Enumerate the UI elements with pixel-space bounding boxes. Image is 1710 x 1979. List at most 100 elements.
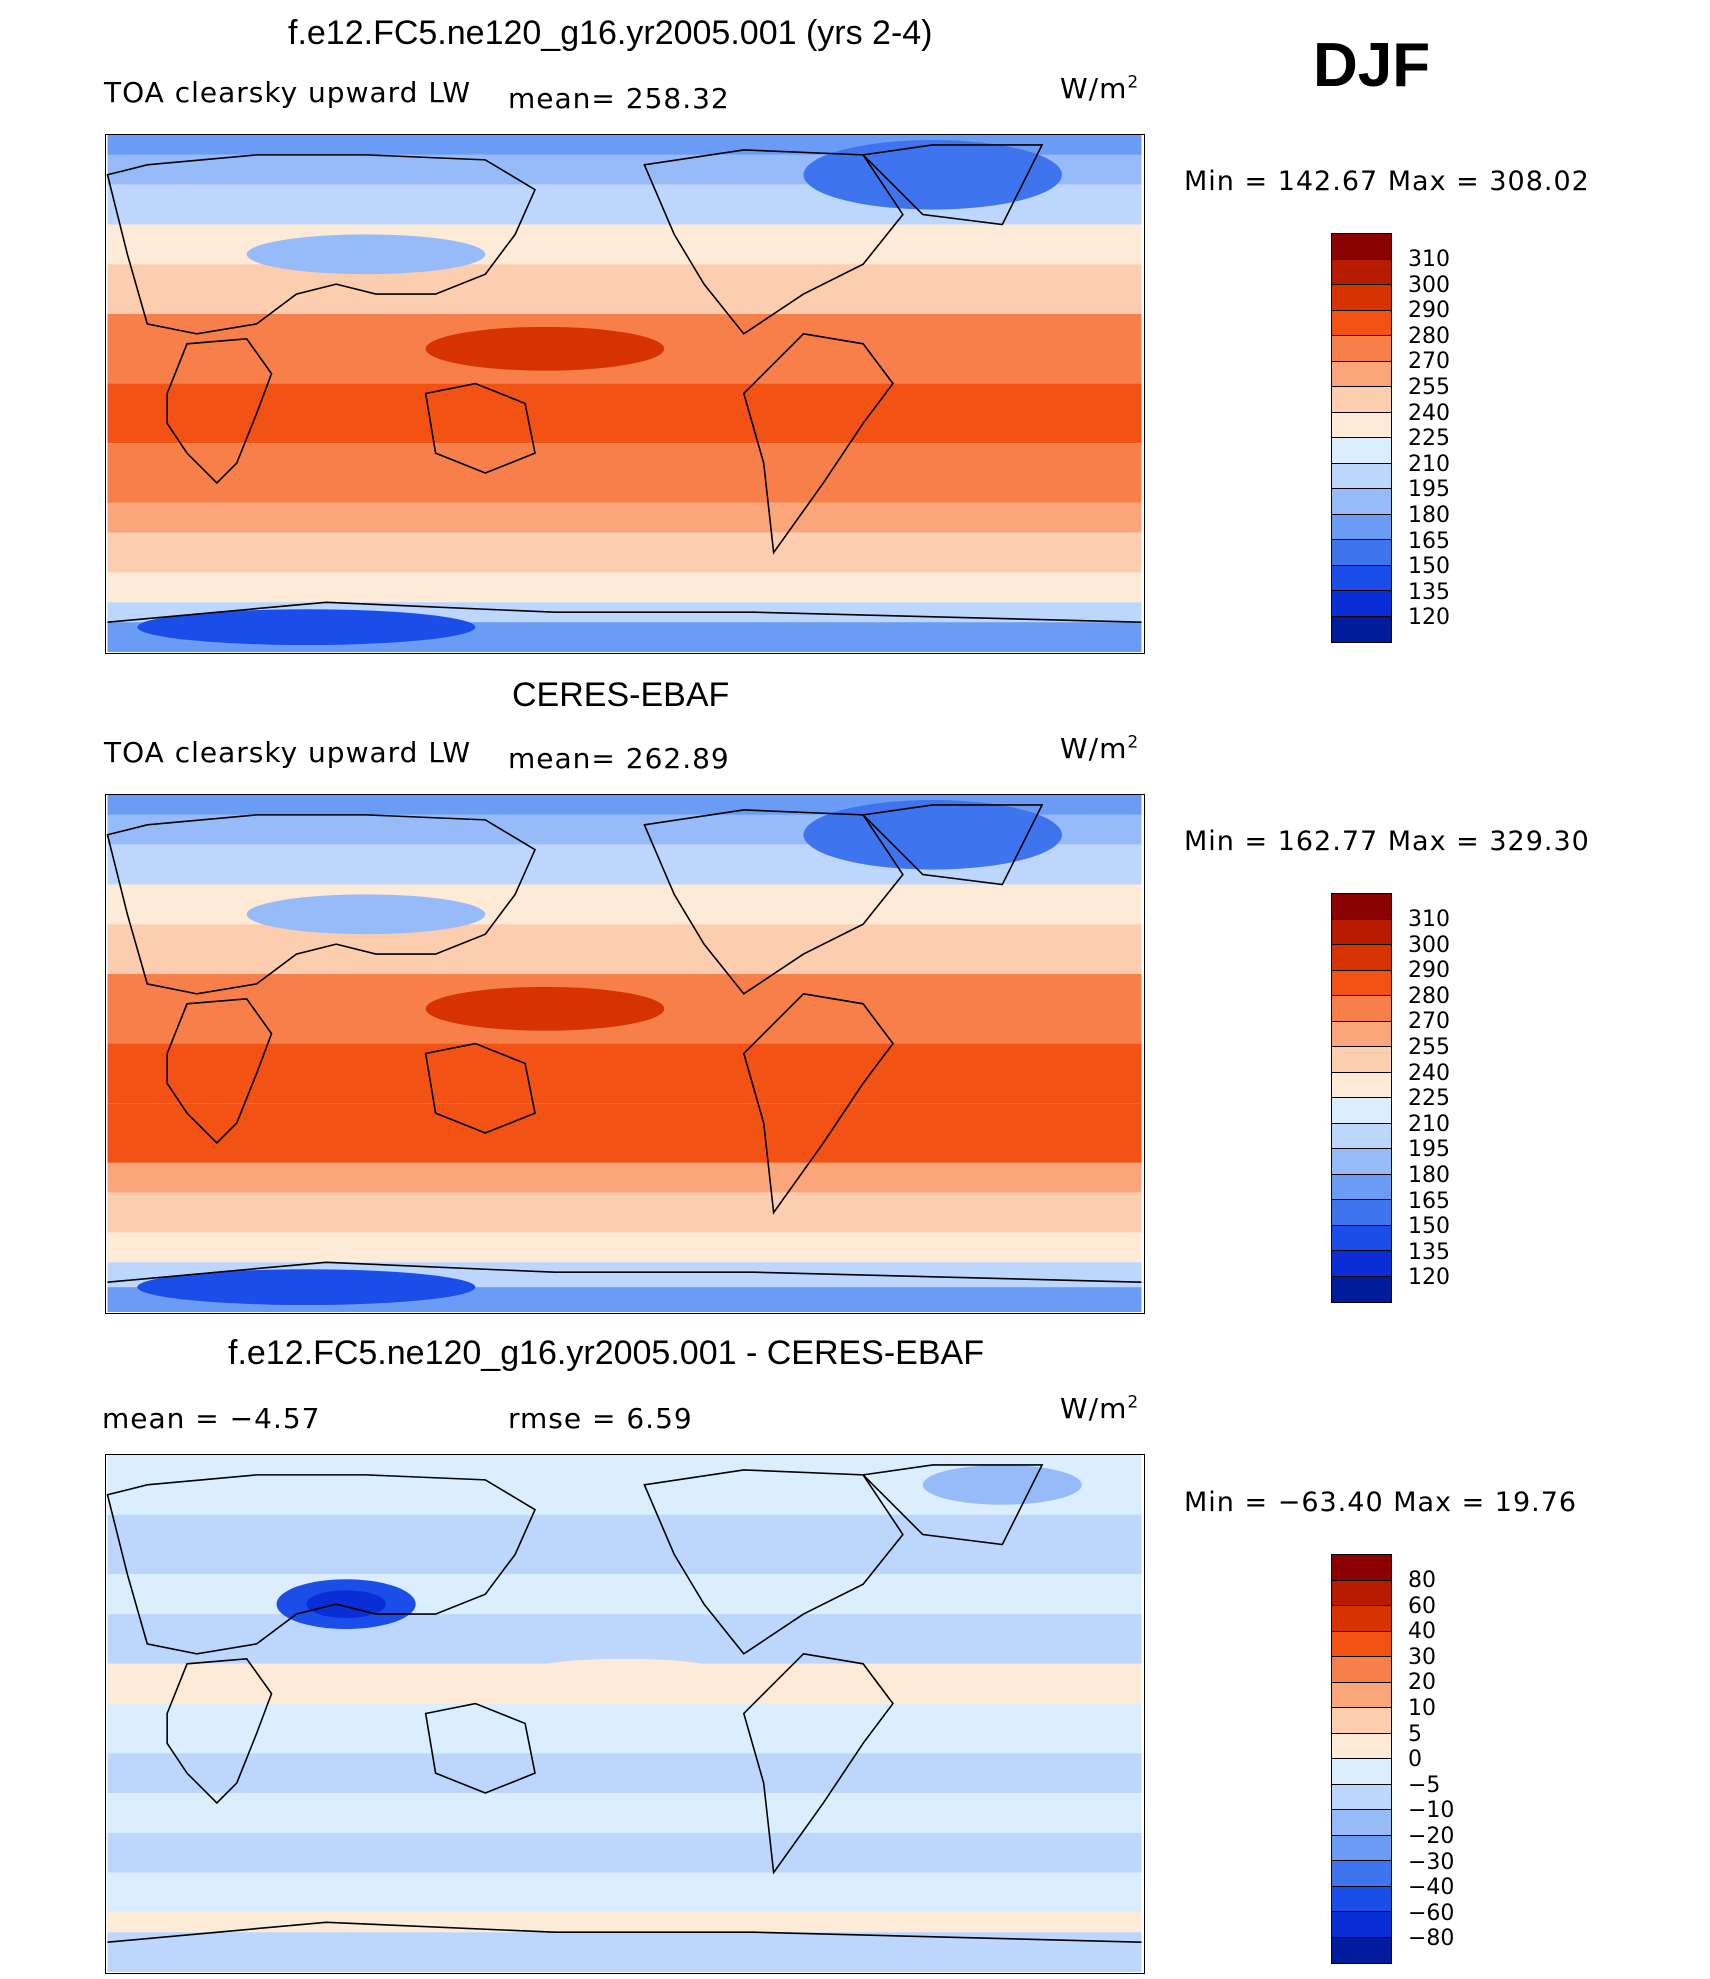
colorbar-tick-label: 80: [1408, 1568, 1436, 1593]
colorbar-swatch: [1332, 565, 1391, 591]
field-band: [107, 264, 1142, 314]
colorbar-swatch: [1332, 894, 1391, 920]
colorbar-swatch: [1332, 1149, 1391, 1175]
colorbar-tick-label: 150: [1408, 554, 1450, 580]
colorbar-tick-label: 150: [1408, 1214, 1450, 1240]
panel-2-title: CERES-EBAF: [512, 676, 730, 714]
panel-1-mean-label: mean= 258.32: [508, 82, 730, 115]
colorbar-swatch: [1332, 1631, 1391, 1657]
colorbar-swatch: [1332, 1606, 1391, 1632]
coastline: [861, 144, 1044, 226]
panel-3-min-max: Min = −63.40 Max = 19.76: [1184, 1487, 1578, 1518]
colorbar-tick-label: 30: [1408, 1644, 1436, 1670]
coastline: [643, 1469, 904, 1655]
colorbar-tick-label: 225: [1408, 1086, 1450, 1112]
field-band: [107, 1753, 1142, 1794]
colorbar-swatch: [1332, 336, 1391, 362]
coastline: [107, 601, 1142, 623]
colorbar-tick-label: 165: [1408, 1188, 1450, 1214]
colorbar-tick-label: 120: [1408, 1265, 1450, 1291]
colorbar-swatch: [1332, 1251, 1391, 1277]
colorbar-swatch: [1332, 387, 1391, 413]
panel-1-title: f.e12.FC5.ne120_g16.yr2005.001 (yrs 2-4): [288, 14, 933, 52]
panel-2-colorbar-labels: 310 300 290 280 270 255 240 225 210 195 180 165 150 1…: [1408, 907, 1450, 1291]
field-band: [107, 1832, 1142, 1873]
greenland-bias: [922, 1464, 1082, 1505]
antarctic-min: [137, 609, 476, 646]
colorbar-swatch: [1332, 540, 1391, 566]
colorbar-swatch: [1332, 361, 1391, 387]
colorbar-swatch: [1332, 1886, 1391, 1912]
colorbar-tick-label: 310: [1408, 247, 1450, 272]
field-band: [107, 572, 1142, 603]
panel-2-map: [105, 794, 1145, 1314]
colorbar-swatch: [1332, 616, 1391, 642]
coastline: [742, 992, 894, 1215]
colorbar-tick-label: 290: [1408, 958, 1450, 984]
colorbar-swatch: [1332, 1937, 1391, 1963]
panel-1-colorbar: [1331, 233, 1392, 643]
coastline: [166, 337, 273, 485]
colorbar-tick-label: 120: [1408, 605, 1450, 631]
colorbar-tick-label: 280: [1408, 323, 1450, 349]
panel-1-colorbar-labels: 310 300 290 280 270 255 240 225 210 195 180 165 150 1…: [1408, 247, 1450, 631]
panel-3-bands: [107, 1455, 1142, 1972]
panel-3-title: f.e12.FC5.ne120_g16.yr2005.001 - CERES-E…: [228, 1334, 984, 1372]
panel-1-bands: [107, 135, 1142, 652]
field-band: [107, 1932, 1142, 1972]
colorbar-tick-label: 135: [1408, 579, 1450, 605]
colorbar-swatch: [1332, 1657, 1391, 1683]
panel-3-mean-label: mean = −4.57: [102, 1402, 321, 1435]
panel-2-colorbar: [1331, 893, 1392, 1303]
coastline: [106, 1474, 537, 1655]
colorbar-swatch: [1332, 1835, 1391, 1861]
warm-pool-max: [425, 326, 665, 371]
warm-pool-max: [425, 986, 665, 1031]
field-band: [107, 1192, 1142, 1233]
colorbar-swatch: [1332, 1555, 1391, 1581]
colorbar-swatch: [1332, 285, 1391, 311]
colorbar-swatch: [1332, 1072, 1391, 1098]
field-band: [107, 1793, 1142, 1833]
colorbar-swatch: [1332, 1276, 1391, 1302]
colorbar-tick-label: 240: [1408, 400, 1450, 426]
colorbar-tick-label: 300: [1408, 932, 1450, 958]
coastline: [861, 1464, 1044, 1546]
panel-2-map-svg: [106, 795, 1142, 1312]
panel-3-map: [105, 1454, 1145, 1974]
colorbar-swatch: [1332, 1682, 1391, 1708]
colorbar-tick-label: 300: [1408, 272, 1450, 298]
colorbar-swatch: [1332, 1200, 1391, 1226]
colorbar-tick-label: 280: [1408, 983, 1450, 1009]
colorbar-tick-label: −80: [1408, 1926, 1455, 1952]
colorbar-swatch: [1332, 259, 1391, 285]
colorbar-swatch: [1332, 514, 1391, 540]
panel-2-mean-label: mean= 262.89: [508, 742, 730, 775]
colorbar-swatch: [1332, 234, 1391, 260]
panel-1-coastlines: [106, 144, 1142, 623]
season-label: DJF: [1313, 31, 1431, 100]
colorbar-tick-label: −10: [1408, 1798, 1455, 1824]
colorbar-swatch: [1332, 1047, 1391, 1073]
colorbar-tick-label: 20: [1408, 1670, 1436, 1696]
coastline: [742, 332, 894, 555]
colorbar-tick-label: 310: [1408, 907, 1450, 932]
colorbar-tick-label: −30: [1408, 1849, 1455, 1875]
panel-3-rmse-label: rmse = 6.59: [508, 1402, 693, 1435]
panel-1-map-svg: [106, 135, 1142, 652]
colorbar-tick-label: 165: [1408, 528, 1450, 554]
colorbar-swatch: [1332, 1912, 1391, 1938]
coastline: [861, 804, 1044, 886]
field-band: [107, 443, 1142, 503]
colorbar-swatch: [1332, 1810, 1391, 1836]
colorbar-swatch: [1332, 1174, 1391, 1200]
coastline: [424, 382, 536, 474]
pacific-bias: [535, 1658, 714, 1679]
field-band: [107, 1574, 1142, 1615]
coastline: [166, 1657, 273, 1805]
colorbar-tick-label: 210: [1408, 451, 1450, 477]
colorbar-tick-label: 180: [1408, 1162, 1450, 1188]
coastline: [742, 1652, 894, 1875]
colorbar-swatch: [1332, 945, 1391, 971]
colorbar-swatch: [1332, 489, 1391, 515]
